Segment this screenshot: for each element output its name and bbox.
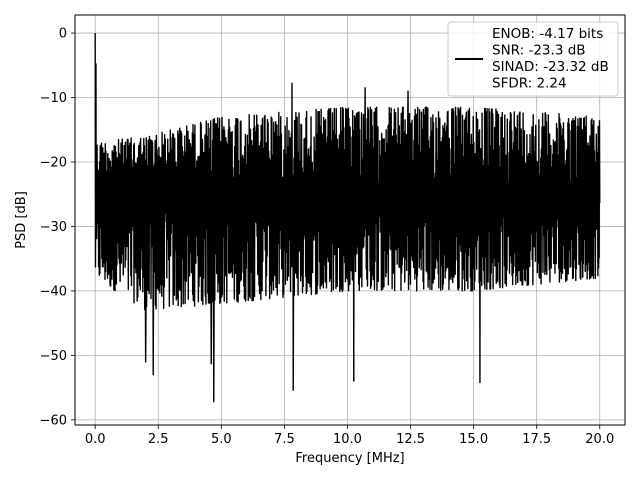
y-tick-label: −50: [40, 349, 67, 364]
legend-snr: SNR: -23.3 dB: [492, 43, 586, 59]
y-tick-label: −20: [40, 155, 67, 170]
x-tick-label: 5.0: [211, 432, 232, 447]
x-tick-label: 7.5: [274, 432, 295, 447]
y-tick-label: −10: [40, 91, 67, 106]
ticks: 0.0 2.5 5.0 7.5 10.0 12.5 15.0 17.5 20.0 0 −10 −20 −…: [40, 27, 615, 447]
legend: ENOB: -4.17 bits SNR: -23.3 dB SINAD: -2…: [447, 21, 619, 97]
plot-frame: [74, 14, 626, 426]
x-axis-label: Frequency [MHz]: [295, 451, 404, 466]
x-tick-label: 0.0: [85, 432, 106, 447]
x-tick-label: 20.0: [585, 432, 614, 447]
series-layer: [94, 33, 601, 403]
x-tick-label: 15.0: [459, 432, 488, 447]
x-tick-label: 12.5: [396, 432, 425, 447]
x-tick-label: 2.5: [148, 432, 169, 447]
x-tick-label: 17.5: [522, 432, 551, 447]
y-tick-label: −30: [40, 220, 67, 235]
y-axis-label: PSD [dB]: [14, 191, 29, 249]
y-tick-label: −60: [40, 413, 67, 428]
legend-enob: ENOB: -4.17 bits: [492, 26, 603, 42]
y-tick-label: 0: [59, 27, 67, 42]
legend-box: [447, 21, 619, 97]
y-tick-label: −40: [40, 284, 67, 299]
x-tick-label: 10.0: [333, 432, 362, 447]
series-line-psd: [94, 33, 601, 403]
legend-sinad: SINAD: -23.32 dB: [492, 59, 609, 75]
legend-sfdr: SFDR: 2.24: [492, 76, 567, 92]
